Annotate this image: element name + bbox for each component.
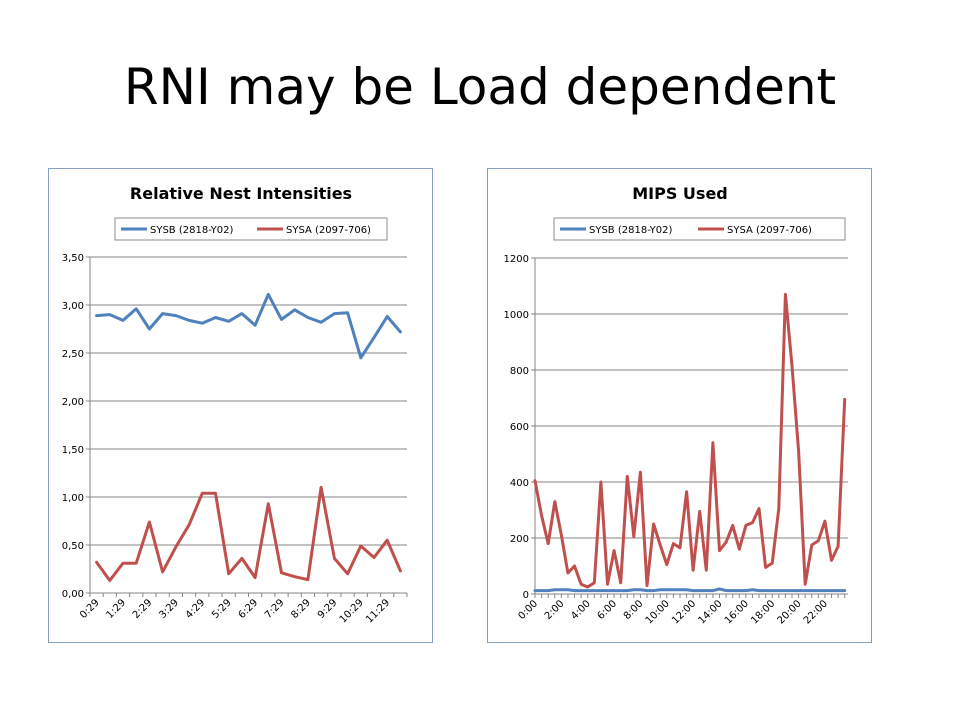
rni-chart: Relative Nest Intensities SYSB (2818-Y02)… — [48, 168, 433, 643]
x-tick-label: 10:00 — [644, 598, 672, 626]
x-tick-label: 6:00 — [596, 598, 620, 622]
x-tick-label: 4:29 — [184, 597, 208, 621]
y-tick-label: 800 — [510, 366, 529, 377]
x-tick-label: 3:29 — [157, 597, 181, 621]
legend-box — [114, 217, 388, 241]
chart-title: MIPS Used — [632, 184, 728, 203]
x-tick-label: 2:29 — [131, 597, 155, 621]
legend-label-1: SYSB (2818-Y02) — [150, 225, 233, 236]
y-tick-label: 2,00 — [62, 397, 84, 408]
x-tick-label: 4:00 — [569, 598, 593, 622]
x-tick-label: 14:00 — [696, 598, 724, 626]
series-line-2 — [95, 485, 402, 582]
y-tick-label: 1,50 — [62, 445, 84, 456]
series-line-2 — [533, 292, 847, 589]
x-tick-label: 8:00 — [622, 598, 646, 622]
x-tick-label: 6:29 — [237, 597, 261, 621]
x-tick-label: 9:29 — [316, 597, 340, 621]
x-tick-label: 7:29 — [263, 597, 287, 621]
legend-label-2: SYSA (2097-706) — [286, 225, 371, 236]
x-tick-label: 0:00 — [516, 598, 540, 622]
y-tick-label: 400 — [510, 478, 529, 489]
y-tick-label: 1,00 — [62, 493, 84, 504]
y-tick-label: 200 — [510, 534, 529, 545]
legend-label-1: SYSB (2818-Y02) — [589, 225, 672, 236]
slide-title: RNI may be Load dependent — [123, 58, 837, 116]
x-tick-label: 1:29 — [104, 597, 128, 621]
y-tick-label: 3,50 — [62, 253, 84, 264]
series-line-1 — [533, 587, 847, 593]
x-tick-label: 20:00 — [776, 598, 804, 626]
chart-title: Relative Nest Intensities — [130, 184, 352, 203]
y-tick-label: 2,50 — [62, 349, 84, 360]
y-tick-label: 0,50 — [62, 541, 84, 552]
x-tick-label: 11:29 — [364, 597, 392, 625]
y-tick-label: 0 — [523, 590, 529, 601]
y-tick-label: 600 — [510, 422, 529, 433]
rni-chart-svg: Relative Nest Intensities SYSB (2818-Y02)… — [62, 184, 408, 626]
mips-chart-svg: MIPS Used SYSB (2818-Y02) SYSA (2097-706) 0… — [504, 184, 848, 627]
legend-label-2: SYSA (2097-706) — [727, 225, 812, 236]
x-tick-label: 0:29 — [78, 597, 102, 621]
y-tick-label: 1000 — [504, 310, 529, 321]
x-tick-label: 10:29 — [338, 597, 366, 625]
x-tick-label: 8:29 — [289, 597, 313, 621]
series-line-1 — [95, 292, 402, 360]
y-tick-label: 3,00 — [62, 301, 84, 312]
x-tick-label: 16:00 — [723, 598, 751, 626]
x-tick-label: 22:00 — [802, 598, 830, 626]
mips-chart: MIPS Used SYSB (2818-Y02) SYSA (2097-706) 0… — [487, 168, 872, 643]
y-tick-label: 0,00 — [62, 589, 84, 600]
x-tick-label: 5:29 — [210, 597, 234, 621]
x-tick-label: 18:00 — [749, 598, 777, 626]
y-tick-label: 1200 — [504, 254, 529, 265]
x-tick-label: 12:00 — [670, 598, 698, 626]
x-tick-label: 2:00 — [543, 598, 567, 622]
